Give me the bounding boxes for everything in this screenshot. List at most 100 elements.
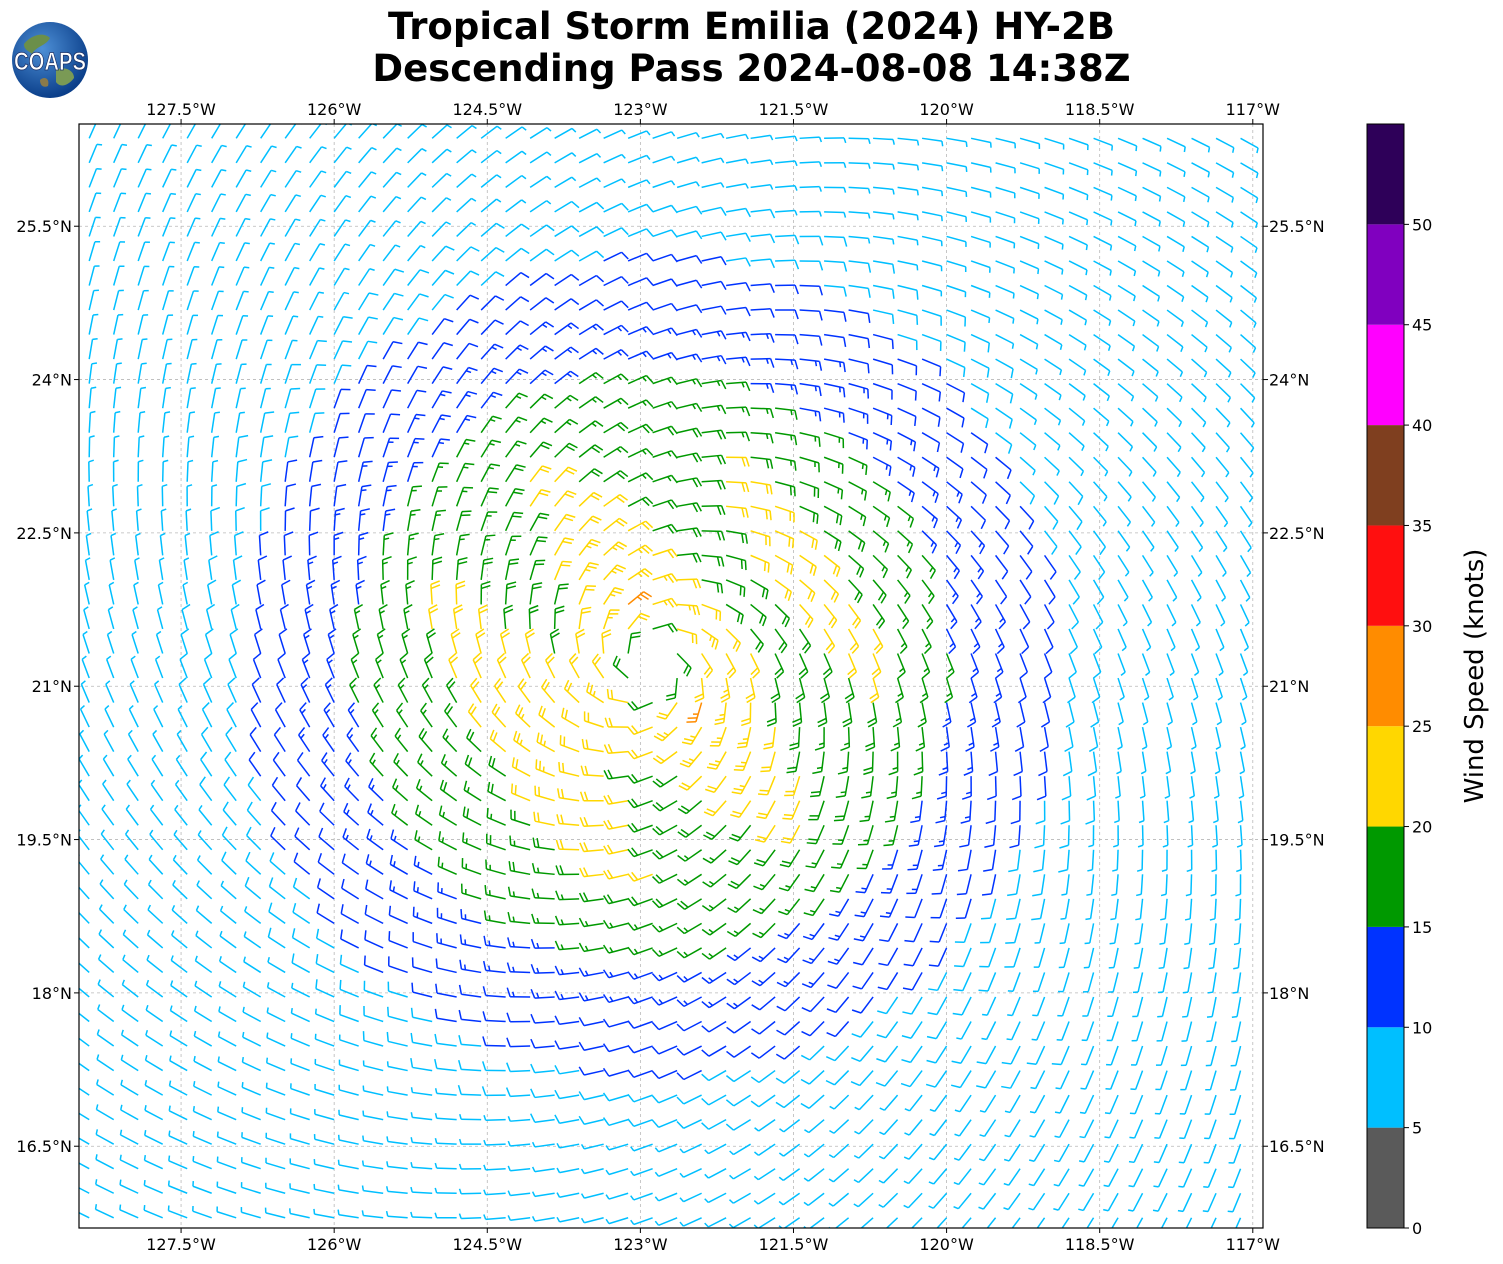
wind-barb-feather	[1062, 770, 1073, 777]
wind-barb-feather	[1036, 795, 1047, 801]
wind-barb-half-feather	[73, 1054, 75, 1059]
wind-barb	[222, 801, 237, 826]
wind-barb-half-feather	[536, 917, 540, 924]
wind-barb	[901, 1045, 923, 1064]
wind-barb-feather	[638, 615, 648, 621]
wind-barb	[506, 1012, 531, 1023]
wind-barb-staff	[860, 996, 874, 1014]
wind-barb-half-feather	[351, 684, 356, 689]
wind-barb-staff	[708, 1143, 727, 1155]
wind-barb	[872, 505, 891, 528]
wind-barb	[315, 979, 335, 998]
wind-barb-staff	[203, 659, 213, 679]
wind-barb-half-feather	[704, 1198, 709, 1203]
wind-barb-staff	[1141, 751, 1147, 772]
wind-barb-staff	[504, 488, 516, 507]
wind-barb	[800, 1045, 825, 1061]
wind-barb	[530, 1088, 555, 1099]
wind-barb-half-feather	[331, 585, 337, 590]
wind-barb-half-feather	[753, 1175, 759, 1181]
wind-barb	[804, 873, 825, 893]
wind-barb-feather	[476, 632, 486, 639]
wind-barb	[677, 527, 702, 538]
wind-barb-feather	[586, 682, 590, 692]
wind-barb-half-feather	[1246, 572, 1252, 578]
wind-barb	[316, 903, 335, 925]
wind-barb	[603, 470, 629, 483]
wind-barb-half-feather	[458, 1138, 462, 1145]
wind-barb	[410, 1087, 433, 1096]
wind-barb-half-feather	[658, 998, 664, 1004]
wind-barb-feather	[850, 1080, 861, 1087]
wind-barb	[554, 1040, 580, 1050]
wind-barb-half-feather	[854, 1130, 860, 1135]
wind-barb	[928, 947, 948, 967]
wind-barb	[701, 554, 725, 567]
wind-barb	[541, 678, 556, 704]
wind-barb-feather	[652, 780, 661, 788]
wind-barb-half-feather	[956, 1037, 962, 1040]
wind-barb	[556, 1216, 580, 1223]
wind-barb-feather	[458, 984, 463, 995]
wind-barb	[99, 879, 115, 900]
wind-barb-staff	[1187, 947, 1193, 968]
wind-barb-half-feather	[853, 1227, 855, 1228]
wind-barb-feather	[867, 717, 877, 724]
wind-barb	[264, 1207, 286, 1219]
wind-barb	[147, 904, 164, 924]
wind-barb-staff	[1019, 628, 1030, 648]
wind-barb	[391, 803, 409, 826]
wind-barb-staff	[1238, 923, 1242, 944]
wind-barb-feather	[505, 1087, 511, 1097]
wind-barb-half-feather	[803, 1201, 809, 1207]
wind-barb-staff	[230, 609, 237, 630]
wind-barb-feather	[935, 819, 945, 824]
wind-barb-staff	[340, 963, 359, 974]
wind-barb	[1058, 947, 1070, 969]
wind-barb	[480, 580, 491, 605]
wind-barb-staff	[510, 844, 531, 851]
wind-barb-half-feather	[663, 731, 669, 736]
wind-barb	[1034, 825, 1046, 849]
wind-barb-staff	[1068, 677, 1076, 698]
wind-barb-staff	[988, 923, 997, 943]
wind-barb-staff	[83, 609, 90, 630]
wind-barb-staff	[733, 1069, 752, 1083]
wind-barb	[1153, 1168, 1168, 1188]
wind-barb-feather	[1028, 520, 1035, 530]
wind-barb-feather	[414, 830, 418, 840]
wind-barb	[218, 955, 237, 974]
wind-barb-staff	[217, 1161, 237, 1170]
wind-barb	[970, 530, 986, 555]
wind-barb-staff	[1163, 947, 1168, 968]
wind-barb-feather	[210, 506, 221, 512]
wind-barb-feather	[554, 965, 560, 975]
wind-barb-feather	[1087, 770, 1097, 777]
wind-barb-feather	[694, 697, 704, 703]
wind-barb-staff	[241, 1136, 261, 1145]
wind-barb	[291, 928, 311, 949]
wind-barb	[726, 996, 752, 1010]
wind-barb-feather	[720, 693, 730, 699]
wind-barb-staff	[842, 800, 850, 821]
wind-barb-staff	[221, 834, 237, 851]
wind-barb-feather	[365, 854, 370, 864]
wind-barb	[340, 878, 360, 900]
wind-barb-feather	[788, 537, 791, 547]
wind-barb	[102, 779, 115, 802]
wind-barb-half-feather	[193, 1080, 196, 1087]
wind-barb-half-feather	[925, 642, 930, 648]
wind-barb-feather	[667, 624, 674, 633]
wind-barb-staff	[1019, 726, 1025, 747]
wind-barb-feather	[816, 514, 819, 524]
wind-barb-staff	[710, 849, 727, 864]
wind-barb-feather	[481, 584, 491, 590]
wind-barb	[753, 1192, 776, 1205]
wind-barb	[100, 829, 115, 851]
wind-barb-feather	[375, 652, 384, 661]
wind-barb-feather	[998, 621, 1006, 630]
wind-barb	[265, 1082, 286, 1096]
wind-barb	[568, 653, 580, 679]
wind-barb	[253, 628, 263, 654]
wind-barb	[1160, 874, 1168, 897]
